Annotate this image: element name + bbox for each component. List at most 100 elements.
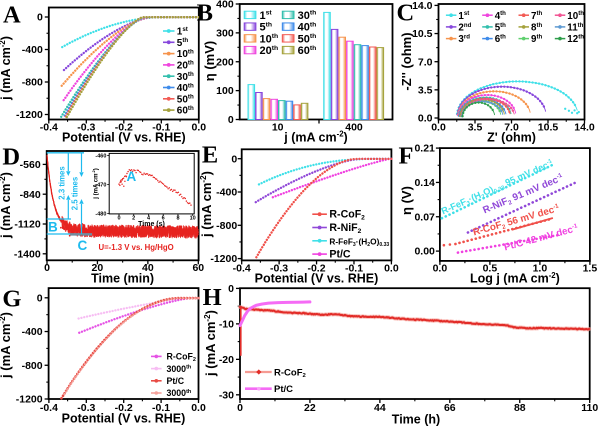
svg-text:4th: 4th — [495, 10, 506, 22]
svg-text:0: 0 — [37, 12, 43, 24]
svg-text:H: H — [203, 284, 222, 311]
svg-text:-0.4: -0.4 — [40, 122, 58, 134]
svg-text:0: 0 — [231, 153, 237, 165]
svg-text:0.0: 0.0 — [433, 262, 448, 274]
svg-text:400: 400 — [216, 0, 234, 11]
svg-text:0.5: 0.5 — [483, 262, 498, 274]
svg-text:j (mA cm-2): j (mA cm-2) — [283, 130, 347, 145]
svg-text:1st: 1st — [458, 10, 469, 22]
svg-text:3rd: 3rd — [458, 34, 470, 46]
svg-text:-0.2: -0.2 — [307, 262, 325, 274]
svg-text:Potential (V vs. RHE): Potential (V vs. RHE) — [62, 412, 186, 426]
svg-text:2.5 times: 2.5 times — [70, 176, 79, 210]
svg-text:0.07: 0.07 — [414, 211, 435, 223]
svg-text:Potential (V vs. RHE): Potential (V vs. RHE) — [255, 272, 379, 286]
svg-text:8th: 8th — [531, 22, 542, 34]
svg-text:0.0: 0.0 — [418, 113, 433, 125]
svg-text:-0.3: -0.3 — [270, 262, 288, 274]
svg-text:3.5: 3.5 — [468, 122, 483, 134]
svg-text:B: B — [48, 219, 58, 234]
svg-text:44: 44 — [374, 402, 386, 414]
svg-text:-1200: -1200 — [16, 109, 43, 121]
svg-text:A: A — [3, 2, 21, 29]
svg-text:-800: -800 — [22, 77, 43, 89]
svg-text:4: 4 — [147, 216, 151, 222]
svg-text:-1400: -1400 — [14, 248, 41, 260]
svg-text:η (mV): η (mV) — [202, 41, 217, 81]
svg-text:-800: -800 — [216, 220, 237, 232]
svg-text:0: 0 — [237, 402, 243, 414]
svg-text:-560: -560 — [20, 159, 41, 171]
svg-text:10: 10 — [272, 122, 284, 134]
svg-text:C: C — [78, 238, 88, 253]
svg-text:400: 400 — [345, 122, 363, 134]
svg-text:0.0: 0.0 — [384, 262, 399, 274]
svg-text:-400: -400 — [22, 326, 43, 338]
svg-text:9th: 9th — [531, 34, 542, 46]
svg-text:30th: 30th — [177, 71, 194, 83]
svg-text:60: 60 — [192, 262, 204, 274]
svg-text:0.0: 0.0 — [431, 122, 446, 134]
svg-text:12th: 12th — [567, 34, 584, 46]
svg-text:10: 10 — [190, 216, 196, 222]
svg-text:D: D — [2, 143, 20, 170]
svg-text:-10: -10 — [219, 319, 234, 331]
svg-text:-Z'' (ohm): -Z'' (ohm) — [399, 32, 414, 90]
svg-text:20th: 20th — [177, 60, 194, 72]
svg-text:j (mA cm-2): j (mA cm-2) — [0, 172, 13, 239]
svg-text:Potential (V vs. RHE): Potential (V vs. RHE) — [62, 130, 186, 144]
svg-text:j (mA cm-2): j (mA cm-2) — [0, 36, 13, 101]
svg-text:10th: 10th — [177, 48, 194, 60]
svg-text:R-CoF2: R-CoF2 — [167, 352, 196, 364]
svg-text:G: G — [2, 286, 21, 313]
svg-text:Time (h): Time (h) — [392, 413, 440, 427]
svg-text:14.0: 14.0 — [412, 0, 433, 12]
svg-text:100: 100 — [216, 85, 234, 97]
svg-text:66: 66 — [444, 402, 456, 414]
svg-text:-480: -480 — [95, 212, 106, 218]
svg-text:0: 0 — [228, 283, 234, 295]
svg-text:-0.3: -0.3 — [77, 122, 95, 134]
svg-text:0: 0 — [44, 262, 50, 274]
svg-text:0: 0 — [37, 292, 43, 304]
svg-text:40th: 40th — [177, 82, 194, 94]
svg-text:1.5: 1.5 — [583, 262, 598, 274]
svg-text:3.5: 3.5 — [418, 84, 433, 96]
svg-text:5th: 5th — [177, 37, 189, 49]
svg-text:0: 0 — [117, 216, 120, 222]
svg-text:40: 40 — [142, 262, 154, 274]
svg-text:110: 110 — [581, 402, 598, 414]
svg-text:3000th: 3000th — [167, 364, 192, 374]
svg-text:-1200: -1200 — [210, 253, 237, 265]
svg-text:Pt/C: Pt/C — [167, 376, 185, 386]
svg-text:0.0: 0.0 — [191, 402, 206, 414]
svg-text:B: B — [197, 0, 213, 27]
svg-text:-800: -800 — [22, 360, 43, 372]
svg-text:F: F — [399, 142, 414, 169]
svg-text:R-CoF2: R-CoF2 — [329, 209, 365, 222]
svg-text:0.21: 0.21 — [414, 143, 435, 155]
svg-text:-400: -400 — [216, 187, 237, 199]
svg-text:-0.2: -0.2 — [115, 122, 133, 134]
svg-text:Pt/C: Pt/C — [274, 384, 293, 395]
svg-text:A: A — [127, 169, 137, 184]
svg-text:0.0: 0.0 — [191, 122, 206, 134]
svg-text:C: C — [397, 0, 415, 27]
svg-text:E: E — [202, 141, 218, 168]
svg-text:Time (s): Time (s) — [138, 221, 165, 228]
svg-text:2nd: 2nd — [458, 22, 471, 34]
svg-text:-0.1: -0.1 — [152, 402, 170, 414]
svg-text:-30: -30 — [219, 389, 234, 401]
svg-text:2.3 times: 2.3 times — [58, 166, 67, 200]
svg-text:3000th: 3000th — [167, 388, 192, 398]
svg-text:-1200: -1200 — [16, 394, 43, 406]
svg-text:j (mA cm-2): j (mA cm-2) — [199, 171, 214, 238]
svg-text:88: 88 — [514, 402, 526, 414]
svg-text:200: 200 — [216, 56, 234, 68]
svg-text:-0.1: -0.1 — [345, 262, 363, 274]
svg-text:-840: -840 — [20, 189, 41, 201]
svg-text:300: 300 — [216, 28, 234, 40]
svg-text:j (mA cm-2): j (mA cm-2) — [92, 168, 99, 199]
svg-text:7th: 7th — [531, 10, 542, 22]
svg-text:-400: -400 — [22, 44, 43, 56]
